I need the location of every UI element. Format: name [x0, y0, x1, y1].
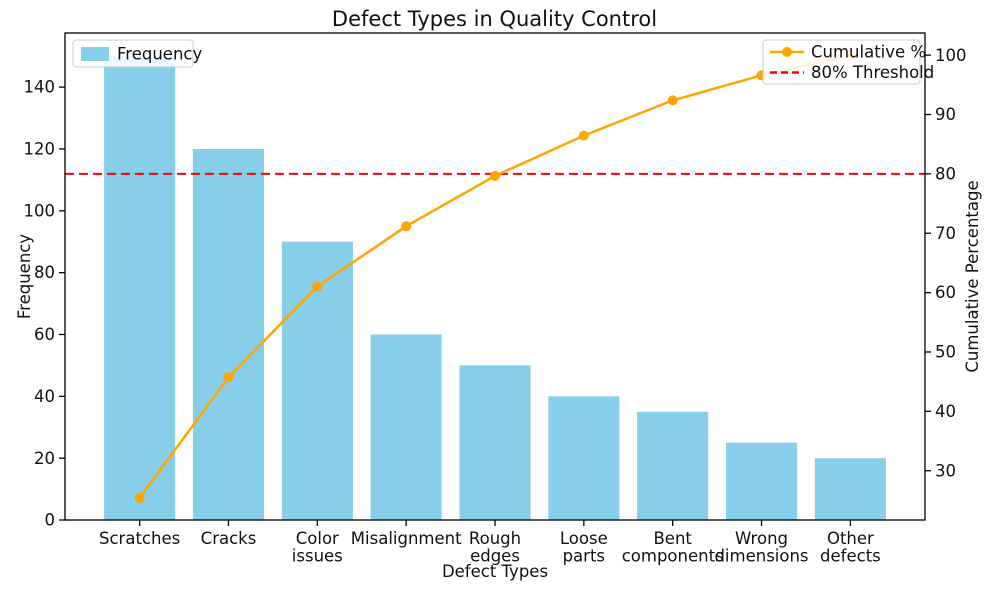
x-tick-label-scratches: Scratches	[99, 529, 180, 548]
x-tick-label-color-issues: Color issues	[292, 529, 343, 565]
bar-bent-components	[637, 411, 709, 520]
frequency-bars	[104, 56, 886, 520]
cumulative-legend: Cumulative %80% Threshold	[762, 39, 934, 85]
left-tick-label-140: 140	[24, 78, 56, 97]
cumulative-markers	[134, 50, 856, 503]
bar-cracks	[192, 149, 264, 520]
x-tick-label-wrong-dimensions: Wrong dimensions	[714, 529, 808, 565]
right-tick-label-100: 100	[935, 46, 967, 65]
left-tick-label-60: 60	[34, 325, 55, 344]
right-axis-ticks: 30 40 50 60 70 80 90 100	[925, 46, 967, 480]
left-tick-label-20: 20	[34, 449, 55, 468]
legend-label-80-threshold: 80% Threshold	[811, 63, 934, 82]
cumulative-marker-misalignment	[401, 221, 412, 232]
x-tick-label-loose-parts: Loose parts	[560, 529, 608, 565]
left-axis-label: Frequency	[15, 234, 34, 319]
x-tick-label-rough-edges: Rough edges	[469, 529, 521, 565]
bar-other-defects	[814, 458, 886, 520]
x-axis-ticks: Scratches Cracks Color issues Misalignment Ro…	[99, 520, 881, 565]
bar-rough-edges	[459, 365, 531, 520]
legend-marker-cumulative	[782, 47, 792, 57]
left-tick-label-80: 80	[34, 263, 55, 282]
chart-title: Defect Types in Quality Control	[331, 7, 658, 31]
bar-scratches	[104, 56, 176, 520]
left-axis-ticks: 0 20 40 60 80 100 120 140	[24, 78, 65, 530]
cumulative-marker-rough-edges	[490, 170, 500, 181]
legend-swatch-frequency	[81, 47, 109, 61]
legend-label-frequency: Frequency	[117, 45, 202, 64]
cumulative-marker-loose-parts	[578, 130, 589, 141]
cumulative-marker-scratches	[134, 492, 145, 503]
right-tick-label-30: 30	[935, 461, 956, 480]
cumulative-marker-cracks	[223, 372, 234, 383]
bar-wrong-dimensions	[726, 442, 798, 520]
bar-loose-parts	[548, 396, 620, 520]
right-tick-label-60: 60	[935, 283, 956, 302]
x-axis-label: Defect Types	[442, 562, 548, 581]
right-tick-label-40: 40	[935, 402, 956, 421]
frequency-legend: Frequency	[72, 39, 202, 68]
left-tick-label-40: 40	[34, 387, 55, 406]
right-axis-label: Cumulative Percentage	[963, 180, 982, 372]
cumulative-marker-color-issues	[312, 281, 323, 292]
x-tick-label-misalignment: Misalignment	[351, 529, 462, 548]
right-tick-label-70: 70	[935, 224, 956, 243]
x-tick-label-other-defects: Other defects	[820, 529, 881, 565]
right-tick-label-80: 80	[935, 165, 956, 184]
x-tick-label-bent-components: Bent components	[622, 529, 724, 565]
bar-misalignment	[370, 334, 442, 520]
x-tick-label-cracks: Cracks	[201, 529, 257, 548]
left-tick-label-100: 100	[24, 201, 56, 220]
cumulative-marker-bent-components	[667, 95, 678, 106]
right-tick-label-90: 90	[935, 105, 956, 124]
legend-label-cumulative: Cumulative %	[811, 43, 926, 62]
left-tick-label-0: 0	[45, 511, 56, 530]
right-tick-label-50: 50	[935, 343, 956, 362]
left-tick-label-120: 120	[24, 140, 56, 159]
